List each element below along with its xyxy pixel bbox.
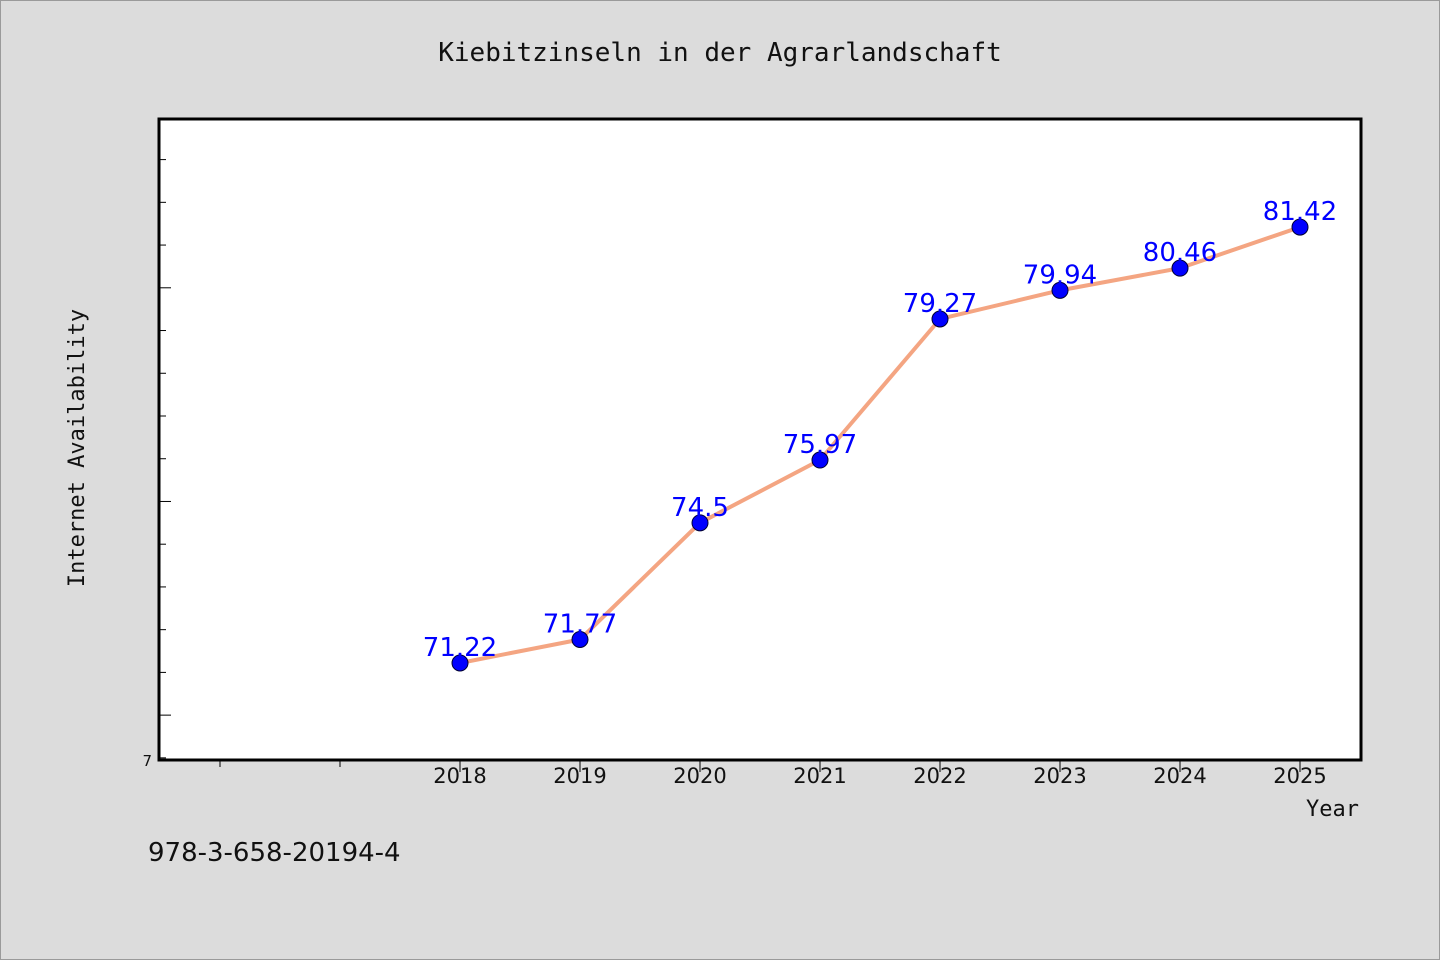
x-tick-label: 2021 [793,764,846,788]
data-label: 81.42 [1263,197,1337,227]
data-label: 79.27 [903,289,977,319]
data-point [1051,281,1069,299]
x-axis-ticks: 2018 2019 2020 2021 2022 2023 2024 2025 [219,760,1327,788]
data-point [571,630,589,648]
y-tick-label: 7 [142,752,152,770]
data-label: 74.5 [671,493,729,523]
data-label: 71.22 [423,633,497,663]
data-point [931,310,949,328]
data-point [811,451,829,469]
x-tick-label: 2022 [913,764,966,788]
data-label: 75.97 [783,430,857,460]
series-line [458,225,1302,665]
data-point [1291,218,1309,236]
data-label: 71.77 [543,609,617,639]
series-group: 71.22 71.77 74.5 75.97 79.27 79.94 80.46 81.42 [423,197,1337,672]
x-tick-label: 2020 [673,764,726,788]
x-axis-label: Year [1306,797,1359,822]
y-axis-label: Internet Availability [65,309,90,587]
data-point [451,654,469,672]
plot-area [157,117,1363,762]
isbn-text: 978-3-658-20194-4 [148,838,401,868]
data-label: 80.46 [1143,238,1217,268]
x-tick-label: 2024 [1153,764,1206,788]
x-tick-label: 2025 [1273,764,1326,788]
data-point [1171,259,1189,277]
chart-title: Kiebitzinseln in der Agrarlandschaft [438,38,1002,68]
y-axis-ticks [159,159,171,759]
x-tick-label: 2019 [553,764,606,788]
x-tick-label: 2023 [1033,764,1086,788]
data-point [691,514,709,532]
x-tick-label: 2018 [433,764,486,788]
data-label: 79.94 [1023,260,1097,290]
